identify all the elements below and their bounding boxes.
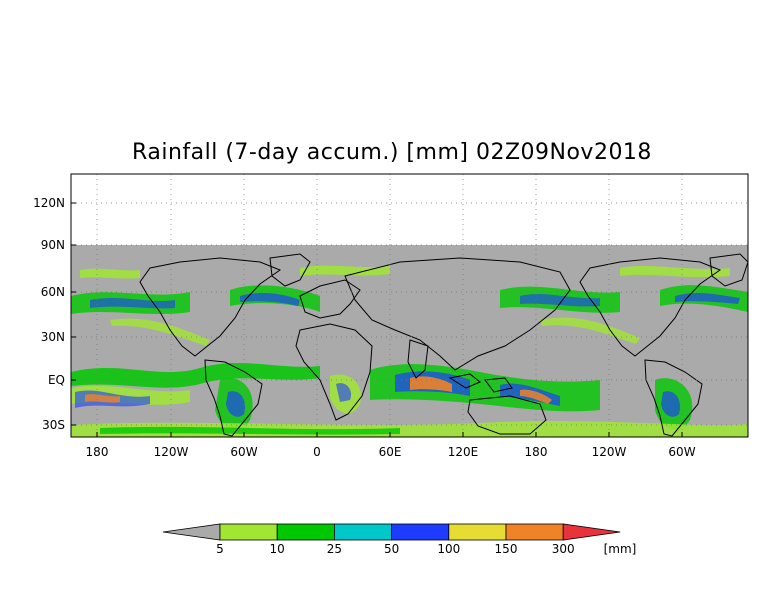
colorbar-label: 150: [495, 542, 518, 556]
longitude-label: 60E: [379, 445, 402, 459]
coastlines: [139, 253, 749, 437]
colorbar-label: 300: [552, 542, 575, 556]
colorbar-swatch: [391, 523, 450, 541]
colorbar-swatch: [505, 523, 564, 541]
colorbar-label: 5: [216, 542, 224, 556]
longitude-label: 0: [313, 445, 321, 459]
longitude-label: 180: [525, 445, 548, 459]
colorbar-unit: [mm]: [604, 542, 637, 556]
map-title: Rainfall (7-day accum.) [mm] 02Z09Nov201…: [132, 140, 652, 165]
colorbar-swatch: [219, 523, 278, 541]
colorbar-label: 50: [384, 542, 399, 556]
colorbar-label: 25: [327, 542, 342, 556]
colorbar-swatch: [276, 523, 335, 541]
latitude-label: 30S: [42, 418, 65, 432]
rainfall-field: [71, 265, 748, 437]
latitude-label: EQ: [48, 373, 65, 387]
longitude-label: 180: [86, 445, 109, 459]
latitude-label: 90N: [41, 238, 65, 252]
colorbar-swatch: [333, 523, 392, 541]
latitude-label: 120N: [33, 196, 65, 210]
colorbar-over-arrow: [562, 523, 621, 541]
longitude-label: 120E: [448, 445, 479, 459]
colorbar: 5 10 25 50 100 150 300 [mm]: [162, 523, 637, 556]
plot-frame: [70, 173, 749, 438]
longitude-label: 120W: [592, 445, 627, 459]
colorbar-label: 100: [437, 542, 460, 556]
latitude-label: 30N: [41, 330, 65, 344]
longitude-label: 60W: [668, 445, 695, 459]
colorbar-label: 10: [270, 542, 285, 556]
colorbar-swatch: [448, 523, 507, 541]
latitude-label: 60N: [41, 285, 65, 299]
longitude-label: 120W: [154, 445, 189, 459]
latitude-labels: 120N 90N 60N 30N EQ 30S: [33, 196, 76, 432]
longitude-label: 60W: [230, 445, 257, 459]
colorbar-under-arrow: [162, 523, 221, 541]
longitude-labels: 180 120W 60W 0 60E 120E 180 120W 60W: [86, 432, 696, 459]
